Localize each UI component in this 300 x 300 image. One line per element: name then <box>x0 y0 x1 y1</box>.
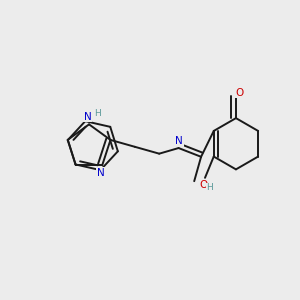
Text: H: H <box>94 109 101 118</box>
Text: N: N <box>175 136 183 146</box>
Text: H: H <box>206 183 213 192</box>
Text: N: N <box>84 112 92 122</box>
Text: O: O <box>236 88 244 98</box>
Text: O: O <box>199 180 208 190</box>
Text: N: N <box>97 168 105 178</box>
